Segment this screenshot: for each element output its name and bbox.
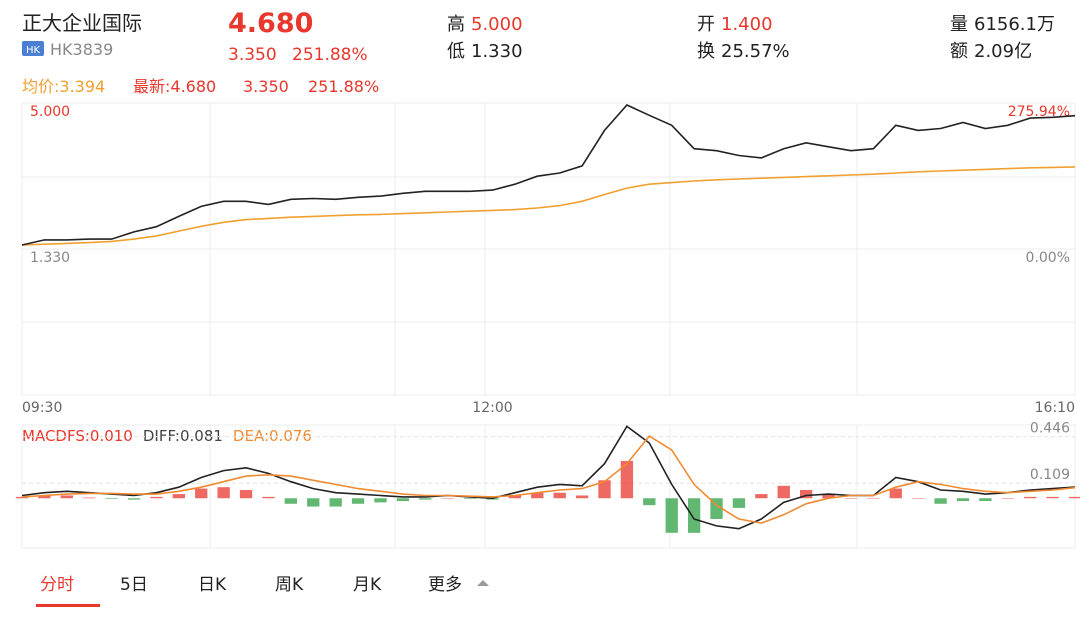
market-badge-bg [22,41,44,56]
macd-bar [217,487,230,499]
tab[interactable]: 日K [198,575,227,595]
macd-legend: MACDFS:0.010 DIFF:0.081 DEA:0.076 [22,427,312,445]
macd-bar [195,488,208,499]
price: 4.680 [228,8,313,39]
macd-bar [1024,496,1037,499]
macd-bar [665,498,678,533]
y-tick-label: 5.000 [30,104,70,120]
macd-bar [956,498,970,502]
y-tick-label: 0.446 [1030,421,1070,437]
macd-bar [419,498,432,500]
macd-bar [1001,498,1014,499]
macd-bar [822,494,835,499]
macd-bar [912,498,925,499]
macd-bar [799,489,813,499]
legend-change-pct: 251.88% [308,77,379,96]
stat-value: 6156.1万 [974,14,1055,35]
macd-bar [38,495,51,499]
stat-value: 5.000 [471,14,523,35]
tab[interactable]: 月K [353,575,382,595]
macd-bar [262,496,275,499]
series-line [21,104,1076,246]
legend-entry: DEA:0.076 [233,427,312,445]
macd-bar [889,488,902,499]
stock-code: HK3839 [50,40,113,59]
y2-tick-label: 275.94% [1008,104,1070,120]
macd-bar [172,494,185,499]
stat-value: 1.400 [721,14,773,35]
macd-bar [329,498,342,507]
y-tick-label: 0.109 [1030,467,1070,483]
macd-bar [284,498,298,504]
macd-line [21,425,1076,530]
macd-bar [60,495,73,499]
macd-bar [687,498,701,533]
x-tick-label: 12:00 [472,400,512,416]
macd-bar [105,498,118,499]
stat-value: 1.330 [471,41,523,62]
macd-bar [1046,496,1059,499]
legend-entry: DIFF:0.081 [143,427,223,445]
macd-bar [867,498,880,499]
macd-bar [396,498,410,502]
macd-bar [463,498,477,499]
macd-bar [643,498,656,506]
stat-label: 低 [447,41,465,62]
macd-bar [150,496,163,499]
y2-tick-label: 0.00% [1026,250,1070,266]
tab-bar: 分时 5日 日K 周K 月K 更多 [36,575,489,607]
macd-bar [15,496,29,499]
macd-bar [844,498,858,499]
macd-bar [508,495,522,499]
macd-bar [732,498,746,508]
legend-avg: 均价:3.394 [22,77,105,96]
legend-entry: MACDFS:0.010 [22,427,133,445]
macd-bar [777,485,790,499]
tab[interactable]: 分时 [40,575,74,595]
stat-label: 高 [447,14,465,35]
tab[interactable]: 5日 [120,575,148,595]
macd-bar [979,498,992,502]
stat-label: 额 [950,41,968,62]
y-tick-label: 1.330 [30,250,70,266]
macd-bar [598,480,611,499]
market-badge: HK [26,45,41,56]
more-arrow [477,580,489,586]
x-tick-label: 09:30 [22,400,62,416]
macd-bar [553,492,566,499]
stat-value: 25.57% [721,41,790,62]
macd-bar [620,460,634,499]
macd-bar [307,498,320,507]
macd-bar [755,494,768,499]
macd-bar [374,498,387,503]
macd-bar [441,498,454,499]
macd-bar [83,497,96,499]
macd-bar [531,492,544,499]
macd-bar [575,495,589,499]
stat-label: 量 [950,14,968,35]
macd-bar [1068,496,1080,499]
change: 3.350 [228,45,277,65]
macd-bar [934,498,947,504]
change-pct: 251.88% [292,45,368,65]
series-line [21,166,1076,246]
macd-bar [351,498,365,504]
tab[interactable]: 周K [275,575,304,595]
macd-bar [239,489,253,499]
macd-bar [127,498,141,500]
stat-value: 2.09亿 [974,41,1032,62]
tab-underline [36,604,100,607]
tab[interactable]: 更多 [428,575,462,595]
x-tick-label: 16:10 [1035,400,1075,416]
stock-name: 正大企业国际 [22,11,142,35]
stat-label: 换 [697,41,715,62]
stat-label: 开 [697,14,715,35]
macd-line [21,435,1076,524]
legend-latest: 最新:4.680 [133,77,216,96]
legend-change: 3.350 [243,77,289,96]
